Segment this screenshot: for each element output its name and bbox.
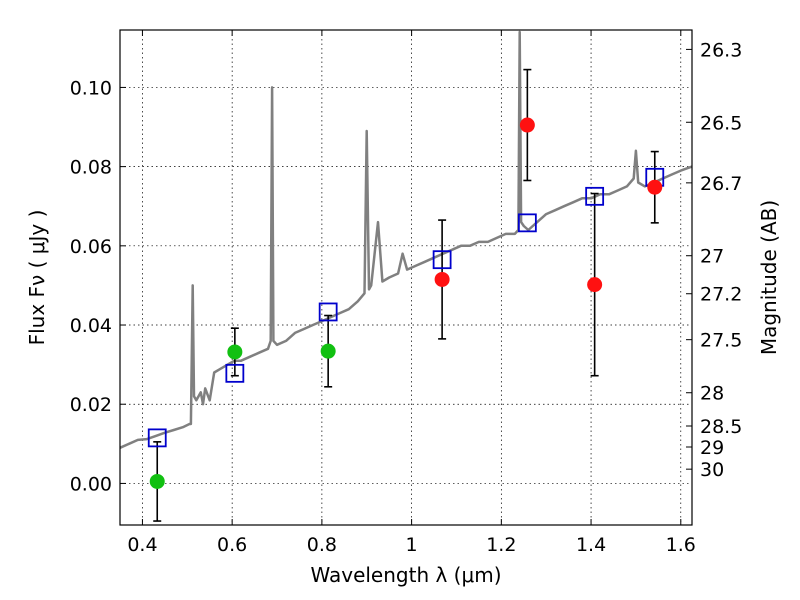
x-tick-label: 0.8 — [307, 534, 337, 556]
y-axis-label: Flux Fν ( μJy ) — [25, 210, 49, 346]
green-point — [227, 344, 243, 360]
y-tick-label: 0.04 — [70, 315, 112, 337]
model-square-marker — [432, 250, 452, 270]
plot-frame — [119, 29, 693, 526]
y2-tick-label: 27.2 — [700, 284, 742, 306]
y-tick-label: 0.06 — [70, 236, 112, 258]
red-point — [434, 271, 450, 287]
y2-tick-label: 26.3 — [700, 39, 742, 61]
model-spectrum-line — [120, 30, 692, 449]
x-axis-label: Wavelength λ (μm) — [310, 563, 501, 587]
y2-tick-label: 26.5 — [700, 112, 742, 134]
model-square-marker — [318, 302, 338, 322]
y2-tick-label: 26.7 — [700, 173, 742, 195]
y2-tick-label: 28 — [700, 383, 724, 405]
y-tick-label: 0.08 — [70, 157, 112, 179]
y2-tick-label: 27 — [700, 246, 724, 268]
y2-tick-label: 29 — [700, 437, 724, 459]
green-point — [149, 473, 165, 489]
model-square-marker — [517, 213, 537, 233]
x-tick-label: 1.6 — [666, 534, 696, 556]
model-square-marker — [225, 363, 245, 383]
model-spectrum — [120, 30, 692, 449]
y-tick-label: 0.00 — [70, 473, 112, 495]
x-tick-label: 1 — [406, 534, 418, 556]
y-tick-label: 0.10 — [70, 77, 112, 99]
red-point — [647, 179, 663, 195]
y2-tick-label: 27.5 — [700, 330, 742, 352]
error-bars — [153, 68, 659, 522]
x-tick-label: 0.6 — [217, 534, 247, 556]
axis-ticks: 0.4 0.6 0.8 1 1.2 1.4 1.6 0.00 0.02 0.04 0.06 0.08 0… — [70, 30, 742, 556]
red-point — [587, 277, 603, 293]
model-square-marker — [585, 186, 605, 206]
y2-axis-label: Magnitude (AB) — [757, 200, 781, 355]
x-tick-label: 1.2 — [486, 534, 516, 556]
data-points — [147, 117, 665, 489]
green-point — [320, 343, 336, 359]
y2-tick-label: 28.5 — [700, 416, 742, 438]
model-square-marker — [147, 428, 167, 448]
x-tick-label: 1.4 — [576, 534, 606, 556]
x-tick-label: 0.4 — [127, 534, 157, 556]
y2-tick-label: 30 — [700, 459, 724, 481]
grid — [120, 30, 692, 525]
y-tick-label: 0.02 — [70, 394, 112, 416]
red-point — [519, 117, 535, 133]
